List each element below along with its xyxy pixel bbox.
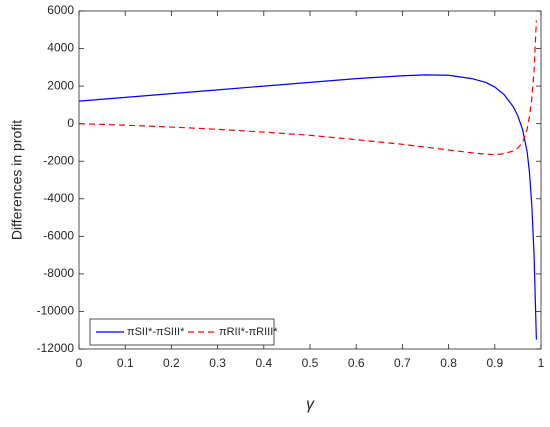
series-line [78, 20, 537, 156]
y-axis-label: Differences in profit [9, 120, 25, 240]
x-tick-label: 0.2 [163, 356, 180, 370]
y-tick-label: 0 [67, 116, 74, 130]
plot-frame [78, 10, 542, 350]
x-tick-label: 0.4 [255, 356, 272, 370]
x-tick-label: 0.1 [117, 356, 134, 370]
y-tick-label: 6000 [47, 3, 74, 17]
x-tick-label: 0.8 [440, 356, 457, 370]
x-tick-label: 0.3 [209, 356, 226, 370]
y-tick-label: -8000 [43, 266, 74, 280]
legend-box [89, 318, 275, 346]
y-tick-label: -4000 [43, 191, 74, 205]
x-tick-label: 0 [76, 356, 83, 370]
x-tick-label: 0.7 [394, 356, 411, 370]
x-tick-label: 0.9 [486, 356, 503, 370]
y-tick-label: 4000 [47, 41, 74, 55]
y-tick-label: -6000 [43, 229, 74, 243]
x-tick-label: 0.5 [302, 356, 319, 370]
x-axis-label: γ [306, 396, 315, 413]
legend-label: πRII*-πRIII* [219, 326, 278, 338]
y-tick-label: -10000 [37, 304, 75, 318]
series-line [78, 74, 537, 340]
x-tick-label: 1 [538, 356, 545, 370]
y-tick-label: -12000 [37, 341, 75, 355]
y-tick-label: 2000 [47, 78, 74, 92]
x-tick-label: 0.6 [348, 356, 365, 370]
y-tick-label: -2000 [43, 153, 74, 167]
legend-label: πSII*-πSIII* [127, 326, 185, 338]
